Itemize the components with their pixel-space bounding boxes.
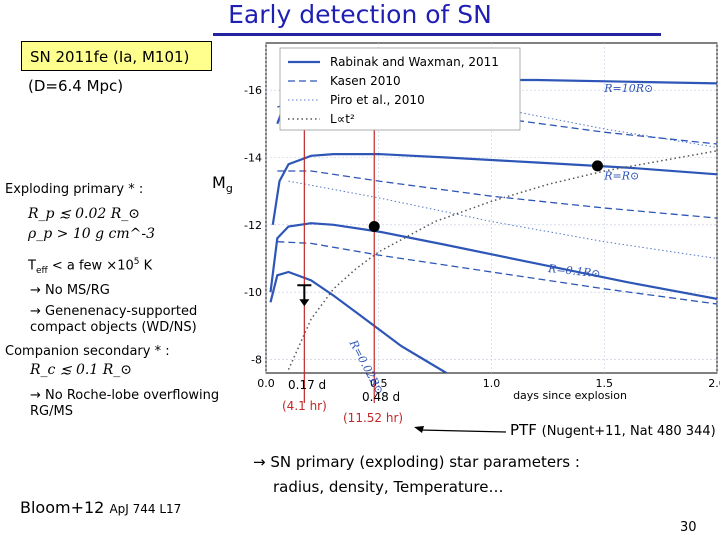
marker1-hours-label: (4.1 hr) [282, 399, 327, 413]
distance-label: (D=6.4 Mpc) [28, 77, 124, 95]
ptf-reference: PTF (Nugent+11, Nat 480 344) [510, 421, 716, 439]
teff-rest: < a few ×10 [47, 258, 134, 274]
detection-point [591, 160, 603, 172]
marker2-days-label: 0.48 d [362, 390, 401, 404]
arrow-left-icon [414, 426, 507, 433]
series-line [288, 180, 717, 259]
detection-point [368, 221, 380, 233]
series-line [269, 222, 717, 300]
primary-density-constraint: ρ_p > 10 g cm^-3 [28, 226, 155, 242]
y-tick-label: -8 [251, 354, 262, 367]
series-line [277, 170, 717, 219]
conclusion-line1: → SN primary (exploding) star parameters… [253, 450, 580, 475]
arrow-bullet-icon: → [30, 388, 46, 403]
series-line [269, 270, 447, 373]
mg-main: M [212, 173, 226, 192]
bloom-reference: Bloom+12 ApJ 744 L17 [20, 498, 181, 517]
legend-label: Piro et al., 2010 [330, 93, 425, 107]
companion-radius-constraint: R_c ≲ 0.1 R_⊙ [30, 362, 132, 378]
teff-constraint: Teff < a few ×105 K [28, 257, 152, 276]
curve-label: R=R⊙ [603, 169, 639, 182]
legend-label: Rabinak and Waxman, 2011 [330, 55, 499, 69]
y-tick-label: -10 [244, 286, 262, 299]
teff-sub: eff [35, 265, 48, 276]
conclusion: → SN primary (exploding) star parameters… [253, 450, 580, 500]
y-tick-label: -16 [244, 84, 262, 97]
legend-label: Kasen 2010 [330, 74, 401, 88]
bullet-text: Genenenacy-supported compact objects (WD… [30, 304, 198, 335]
legend: Rabinak and Waxman, 2011 Kasen 2010 Piro e… [279, 47, 521, 131]
x-tick-label: 0.0 [257, 377, 275, 390]
primary-radius-constraint: R_p ≲ 0.02 R_⊙ [28, 206, 141, 222]
teff-sup: 5 [133, 257, 140, 267]
bullet-no-ms-rg: → No MS/RG [30, 283, 110, 299]
marker1-days-label: 0.17 d [288, 378, 327, 392]
x-axis-label: days since explosion [513, 389, 627, 402]
teff-unit: K [139, 258, 153, 274]
x-tick-label: 1.5 [596, 377, 614, 390]
title-underline [213, 33, 661, 36]
marker-group [297, 123, 603, 403]
x-tick-label: 1.0 [483, 377, 501, 390]
sn-name-box: SN 2011fe (Ia, M101) [21, 41, 212, 71]
y-tick-label: -12 [244, 219, 262, 232]
bloom-ref: ApJ 744 L17 [109, 502, 182, 516]
bullet-no-roche-lobe: → No Roche-lobe overflowing RG/MS [30, 388, 230, 420]
legend-label: L∝t² [330, 112, 355, 126]
companion-heading: Companion secondary * : [5, 344, 170, 359]
x-tick-label: 2.0 [708, 377, 720, 390]
bullet-degeneracy: → Genenenacy-supported compact objects (… [30, 304, 230, 336]
mg-sub: g [225, 182, 233, 196]
series-line [277, 241, 717, 305]
ptf-ref: (Nugent+11, Nat 480 344) [541, 424, 716, 439]
conclusion-line2: radius, density, Temperature… [273, 478, 504, 496]
bullet-text: No MS/RG [45, 283, 110, 298]
curve-label: R=10R⊙ [603, 82, 653, 95]
ptf-main: PTF [510, 421, 537, 439]
bloom-main: Bloom+12 [20, 498, 105, 517]
curve-label: R=0.1R⊙ [547, 262, 602, 281]
magnitude-axis-label: Mg [212, 173, 233, 195]
arrow-bullet-icon: → [30, 304, 46, 319]
y-tick-label: -14 [244, 151, 262, 164]
conclusion-text: SN primary (exploding) star parameters : [270, 453, 580, 471]
light-curve-chart: 0.00.51.01.52.0-16-14-12-10-8 R=10R⊙R=R⊙… [244, 42, 720, 403]
exploding-primary-heading: Exploding primary * : [5, 182, 144, 197]
marker2-hours-label: (11.52 hr) [343, 411, 404, 425]
slide-title: Early detection of SN [228, 0, 492, 29]
series-line [271, 153, 717, 225]
upper-limit-arrowhead [299, 299, 310, 307]
bullet-text: No Roche-lobe overflowing RG/MS [30, 388, 220, 419]
arrow-bullet-icon: → [30, 283, 46, 298]
page-number: 30 [680, 520, 697, 535]
teff-main: T [28, 258, 36, 274]
arrow-bullet-icon: → [253, 453, 271, 471]
